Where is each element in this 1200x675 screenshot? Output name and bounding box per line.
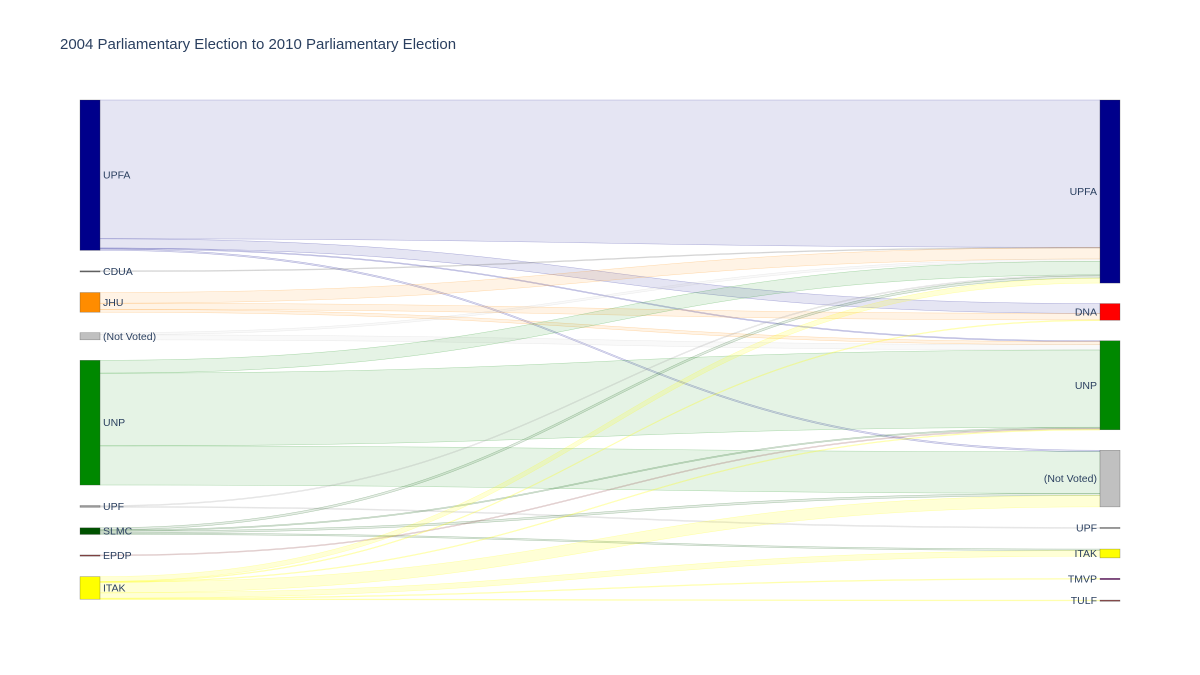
target-label-upf: UPF <box>1076 522 1097 534</box>
flow-itak-to-itak[interactable] <box>99 550 1101 599</box>
source-node-cdua[interactable] <box>79 270 101 273</box>
source-node-epdp[interactable] <box>79 554 101 557</box>
source-label-nv: (Not Voted) <box>103 331 156 343</box>
source-node-unp[interactable] <box>79 360 101 486</box>
target-node-upf[interactable] <box>1099 527 1121 529</box>
target-node-unp[interactable] <box>1099 340 1121 431</box>
chart-title: 2004 Parliamentary Election to 2010 Parl… <box>60 36 457 53</box>
target-label-dna: DNA <box>1075 306 1097 318</box>
sankey-nodes <box>79 99 1121 602</box>
sankey-labels: UPFA CDUA JHU (Not Voted) UNP UPF SLMC EPDP ITAK… <box>103 170 1097 608</box>
target-label-unp: UNP <box>1075 380 1097 392</box>
target-node-dna[interactable] <box>1099 303 1121 321</box>
source-label-slmc: SLMC <box>103 526 133 538</box>
flow-itak-to-tulf[interactable] <box>99 598 1101 602</box>
source-label-jhu: JHU <box>103 297 123 309</box>
flow-upfa-to-upfa[interactable] <box>99 99 1101 248</box>
target-node-nv[interactable] <box>1099 450 1121 508</box>
target-node-upfa[interactable] <box>1099 99 1121 284</box>
source-node-upfa[interactable] <box>79 99 101 251</box>
flow-itak-to-unp[interactable] <box>99 429 1101 583</box>
source-label-unp: UNP <box>103 417 125 429</box>
sankey-links <box>99 99 1101 602</box>
target-label-itak: ITAK <box>1074 548 1097 560</box>
source-node-jhu[interactable] <box>79 292 101 313</box>
source-node-nv[interactable] <box>79 332 101 341</box>
source-label-epdp: EPDP <box>103 550 132 562</box>
target-node-tulf[interactable] <box>1099 599 1121 602</box>
flow-itak-to-nv[interactable] <box>99 495 1101 594</box>
target-label-tmvp: TMVP <box>1068 573 1097 585</box>
target-node-itak[interactable] <box>1099 548 1121 559</box>
flow-unp-to-nv[interactable] <box>99 445 1101 494</box>
target-label-tulf: TULF <box>1071 595 1097 607</box>
source-node-slmc[interactable] <box>79 527 101 535</box>
flow-itak-to-dna[interactable] <box>99 319 1101 583</box>
target-label-upfa: UPFA <box>1070 186 1097 198</box>
source-node-itak[interactable] <box>79 576 101 600</box>
source-label-upf: UPF <box>103 501 124 513</box>
source-label-upfa: UPFA <box>103 170 130 182</box>
source-label-cdua: CDUA <box>103 266 133 278</box>
target-label-nv: (Not Voted) <box>1044 473 1097 485</box>
source-label-itak: ITAK <box>103 582 126 594</box>
source-node-upf[interactable] <box>79 505 101 508</box>
target-node-tmvp[interactable] <box>1099 578 1121 580</box>
